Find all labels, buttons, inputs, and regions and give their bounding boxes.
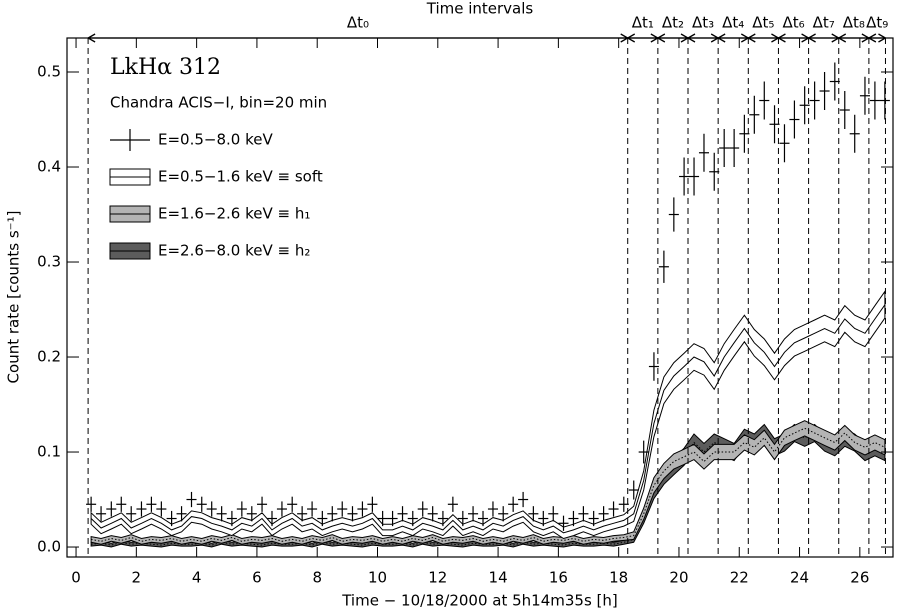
legend-label: E=0.5−8.0 keV (158, 131, 273, 149)
y-tick-label: 0.4 (37, 158, 61, 176)
x-tick-label: 2 (132, 569, 142, 587)
interval-label: Δt₀ (347, 14, 369, 32)
y-tick-label: 0.2 (37, 348, 61, 366)
x-tick-label: 6 (252, 569, 262, 587)
x-tick-label: 12 (428, 569, 447, 587)
legend-label: E=0.5−1.6 keV ≡ soft (158, 168, 323, 186)
interval-label: Δt₁ (632, 14, 654, 32)
x-tick-label: 26 (850, 569, 869, 587)
x-tick-label: 24 (790, 569, 809, 587)
x-tick-label: 10 (368, 569, 387, 587)
annotation: LkHα 312 (110, 55, 221, 80)
x-tick-label: 8 (312, 569, 322, 587)
interval-label: Δt₃ (692, 14, 714, 32)
band-center-line (91, 427, 886, 542)
x-tick-label: 18 (609, 569, 628, 587)
band-center-line (90, 304, 886, 534)
x-tick-label: 0 (71, 569, 81, 587)
annotation: Chandra ACIS−I, bin=20 min (110, 94, 327, 112)
interval-label: Δt₇ (813, 14, 835, 32)
legend-label: E=2.6−8.0 keV ≡ h₂ (158, 242, 310, 260)
x-tick-label: 20 (669, 569, 688, 587)
interval-label: Δt₈ (843, 14, 865, 32)
x-tick-label: 22 (730, 569, 749, 587)
x-tick-label: 4 (192, 569, 202, 587)
legend-label: E=1.6−2.6 keV ≡ h₁ (158, 205, 310, 223)
interval-label: Δt₂ (662, 14, 684, 32)
y-tick-label: 0.1 (37, 443, 61, 461)
plot-frame (66, 37, 894, 558)
x-axis-label: Time − 10/18/2000 at 5h14m35s [h] (341, 592, 618, 610)
interval-label: Δt₉ (866, 14, 888, 32)
chart-title: Time intervals (426, 0, 534, 18)
y-axis-label: Count rate [counts s⁻¹] (5, 211, 23, 384)
y-tick-label: 0.3 (37, 253, 61, 271)
x-tick-label: 14 (489, 569, 508, 587)
y-tick-label: 0.5 (37, 63, 61, 81)
interval-label: Δt₆ (782, 14, 804, 32)
interval-label: Δt₅ (752, 14, 774, 32)
band-area (90, 420, 886, 545)
band-area (90, 289, 886, 540)
x-tick-label: 16 (549, 569, 568, 587)
interval-label: Δt₄ (722, 14, 744, 32)
y-tick-label: 0.0 (37, 538, 61, 556)
